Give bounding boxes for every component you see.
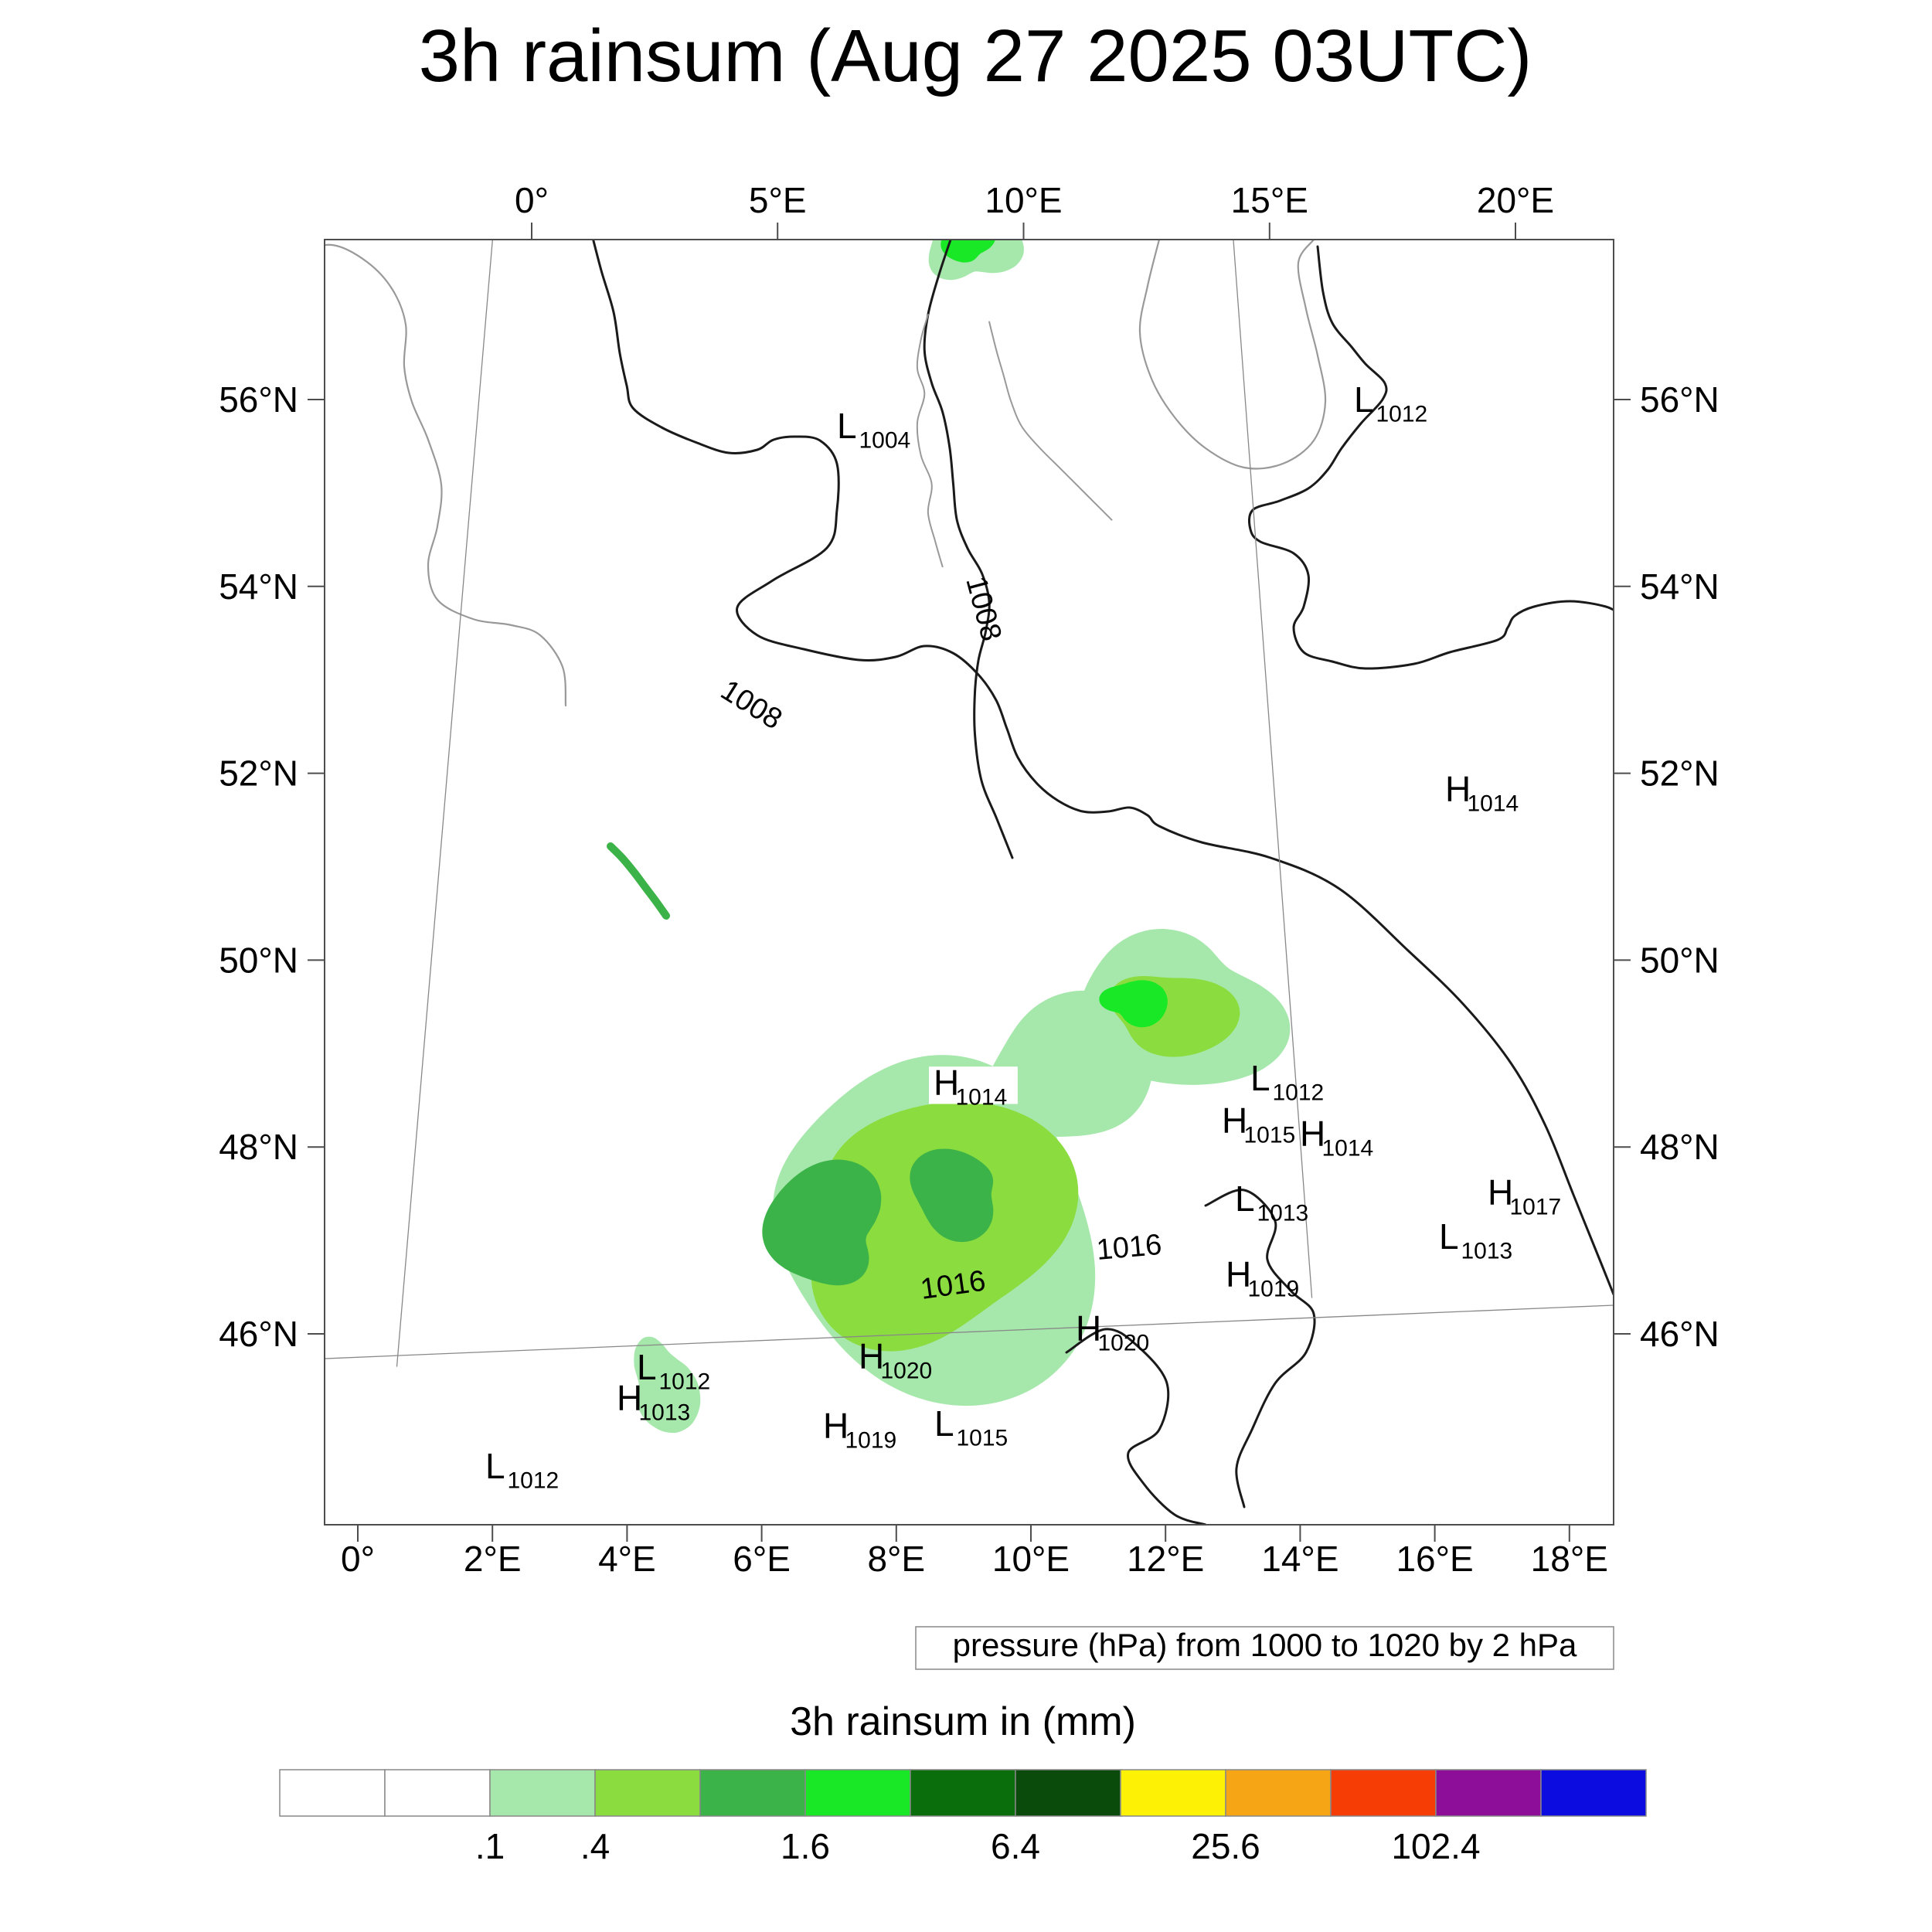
svg-text:56°N: 56°N: [219, 379, 298, 420]
svg-text:56°N: 56°N: [1640, 379, 1719, 420]
svg-text:3h rainsum in (mm): 3h rainsum in (mm): [790, 1699, 1136, 1744]
svg-text:54°N: 54°N: [219, 566, 298, 607]
svg-text:1014: 1014: [1322, 1136, 1374, 1162]
svg-text:46°N: 46°N: [1640, 1314, 1719, 1354]
svg-text:1014: 1014: [956, 1085, 1008, 1111]
svg-text:20°E: 20°E: [1477, 180, 1554, 220]
svg-text:4°E: 4°E: [598, 1539, 656, 1579]
svg-text:.1: .1: [475, 1826, 505, 1866]
svg-text:2°E: 2°E: [464, 1539, 522, 1579]
svg-text:25.6: 25.6: [1191, 1826, 1260, 1866]
svg-text:L: L: [1235, 1179, 1255, 1219]
svg-text:1012: 1012: [1376, 402, 1428, 427]
svg-text:12°E: 12°E: [1127, 1539, 1204, 1579]
svg-text:6.4: 6.4: [991, 1826, 1040, 1866]
svg-text:1017: 1017: [1510, 1195, 1562, 1220]
svg-text:18°E: 18°E: [1531, 1539, 1608, 1579]
svg-text:1015: 1015: [1244, 1123, 1296, 1148]
svg-text:L: L: [1354, 379, 1374, 420]
svg-text:10°E: 10°E: [992, 1539, 1070, 1579]
svg-text:1019: 1019: [845, 1428, 897, 1454]
svg-text:H: H: [1614, 991, 1640, 1031]
svg-text:pressure (hPa) from 1000 to 10: pressure (hPa) from 1000 to 1020 by 2 hP…: [953, 1627, 1577, 1663]
svg-text:1014: 1014: [1468, 791, 1519, 817]
svg-text:48°N: 48°N: [219, 1127, 298, 1167]
svg-text:0°: 0°: [515, 180, 549, 220]
svg-text:1004: 1004: [859, 428, 911, 454]
svg-text:L: L: [837, 406, 857, 446]
svg-text:1014: 1014: [1637, 1013, 1689, 1039]
svg-text:1012: 1012: [659, 1369, 711, 1395]
svg-text:1013: 1013: [639, 1400, 691, 1426]
svg-text:1020: 1020: [881, 1359, 933, 1384]
svg-text:L: L: [1250, 1058, 1270, 1098]
svg-text:102.4: 102.4: [1391, 1826, 1480, 1866]
svg-text:54°N: 54°N: [1640, 566, 1719, 607]
svg-text:1013: 1013: [1257, 1201, 1309, 1226]
svg-text:52°N: 52°N: [1640, 753, 1719, 794]
svg-text:1016: 1016: [1095, 1229, 1163, 1267]
svg-text:14°E: 14°E: [1261, 1539, 1338, 1579]
svg-text:L: L: [934, 1403, 954, 1444]
svg-text:50°N: 50°N: [1640, 940, 1719, 980]
svg-text:1008: 1008: [715, 674, 787, 736]
svg-text:L: L: [485, 1446, 505, 1486]
svg-text:10°E: 10°E: [985, 180, 1062, 220]
svg-text:.4: .4: [580, 1826, 610, 1866]
svg-text:48°N: 48°N: [1640, 1127, 1719, 1167]
svg-text:6°E: 6°E: [733, 1539, 791, 1579]
svg-text:1012: 1012: [1273, 1080, 1325, 1106]
svg-text:8°E: 8°E: [867, 1539, 925, 1579]
svg-text:1.6: 1.6: [781, 1826, 830, 1866]
svg-text:1015: 1015: [957, 1426, 1009, 1451]
svg-text:1008: 1008: [959, 573, 1007, 645]
svg-text:0°: 0°: [341, 1539, 375, 1579]
svg-text:3h rainsum (Aug 27 2025 03UTC): 3h rainsum (Aug 27 2025 03UTC): [419, 15, 1532, 97]
svg-text:46°N: 46°N: [219, 1314, 298, 1354]
svg-text:1012: 1012: [508, 1468, 560, 1494]
svg-text:5°E: 5°E: [749, 180, 807, 220]
svg-text:52°N: 52°N: [219, 753, 298, 794]
svg-text:1020: 1020: [1098, 1331, 1150, 1356]
svg-text:L: L: [1439, 1216, 1459, 1257]
svg-text:15°E: 15°E: [1231, 180, 1308, 220]
svg-text:1019: 1019: [1248, 1277, 1300, 1302]
svg-text:16°E: 16°E: [1396, 1539, 1473, 1579]
svg-text:1013: 1013: [1461, 1239, 1513, 1264]
svg-text:50°N: 50°N: [219, 940, 298, 980]
